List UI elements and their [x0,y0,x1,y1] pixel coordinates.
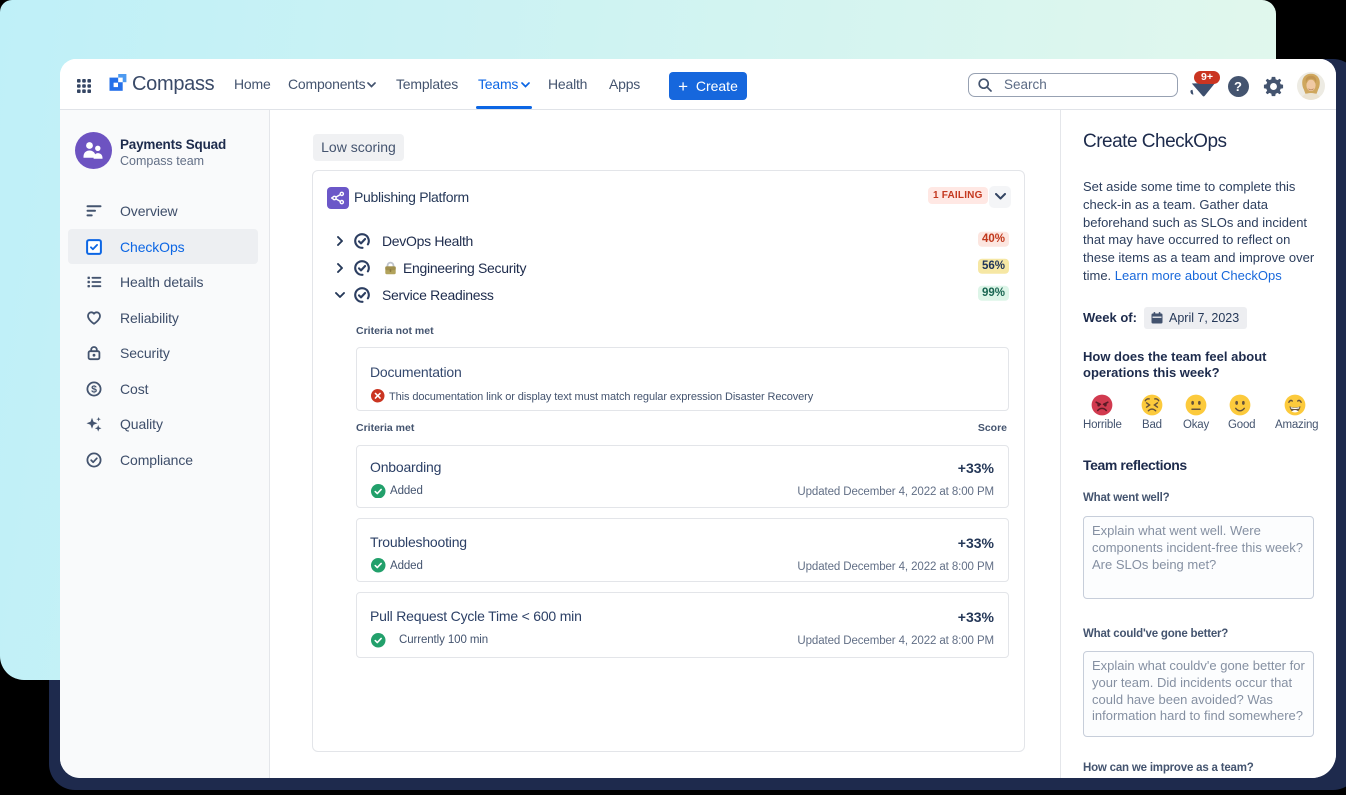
svg-text:$: $ [91,383,97,395]
